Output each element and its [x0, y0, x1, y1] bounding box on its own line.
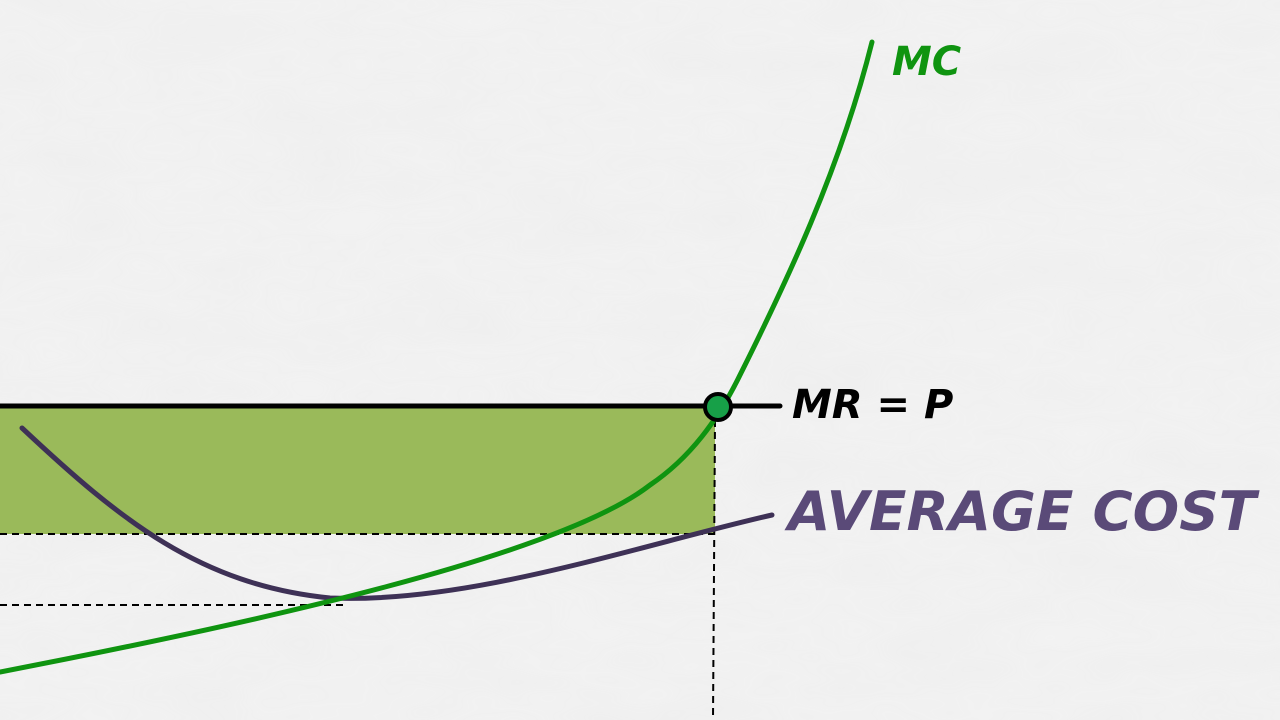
mr-price-label: MR = P: [792, 382, 953, 428]
mc-curve: [0, 39, 875, 675]
mc-label: MC: [892, 39, 961, 85]
mc-mr-intersection-point: [703, 392, 733, 422]
profit-area: [0, 407, 715, 534]
average-cost-curve: [19, 425, 775, 601]
average-cost-label: AVERAGE COST: [784, 480, 1260, 543]
quantity-dashed-line: [712, 419, 716, 720]
